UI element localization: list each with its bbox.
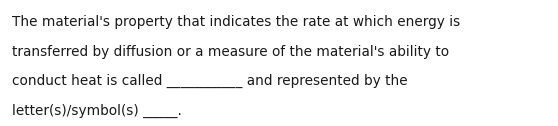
Text: letter(s)/symbol(s) _____.: letter(s)/symbol(s) _____. xyxy=(12,104,182,118)
Text: The material's property that indicates the rate at which energy is: The material's property that indicates t… xyxy=(12,15,460,29)
Text: transferred by diffusion or a measure of the material's ability to: transferred by diffusion or a measure of… xyxy=(12,45,449,59)
Text: conduct heat is called ___________ and represented by the: conduct heat is called ___________ and r… xyxy=(12,74,408,88)
